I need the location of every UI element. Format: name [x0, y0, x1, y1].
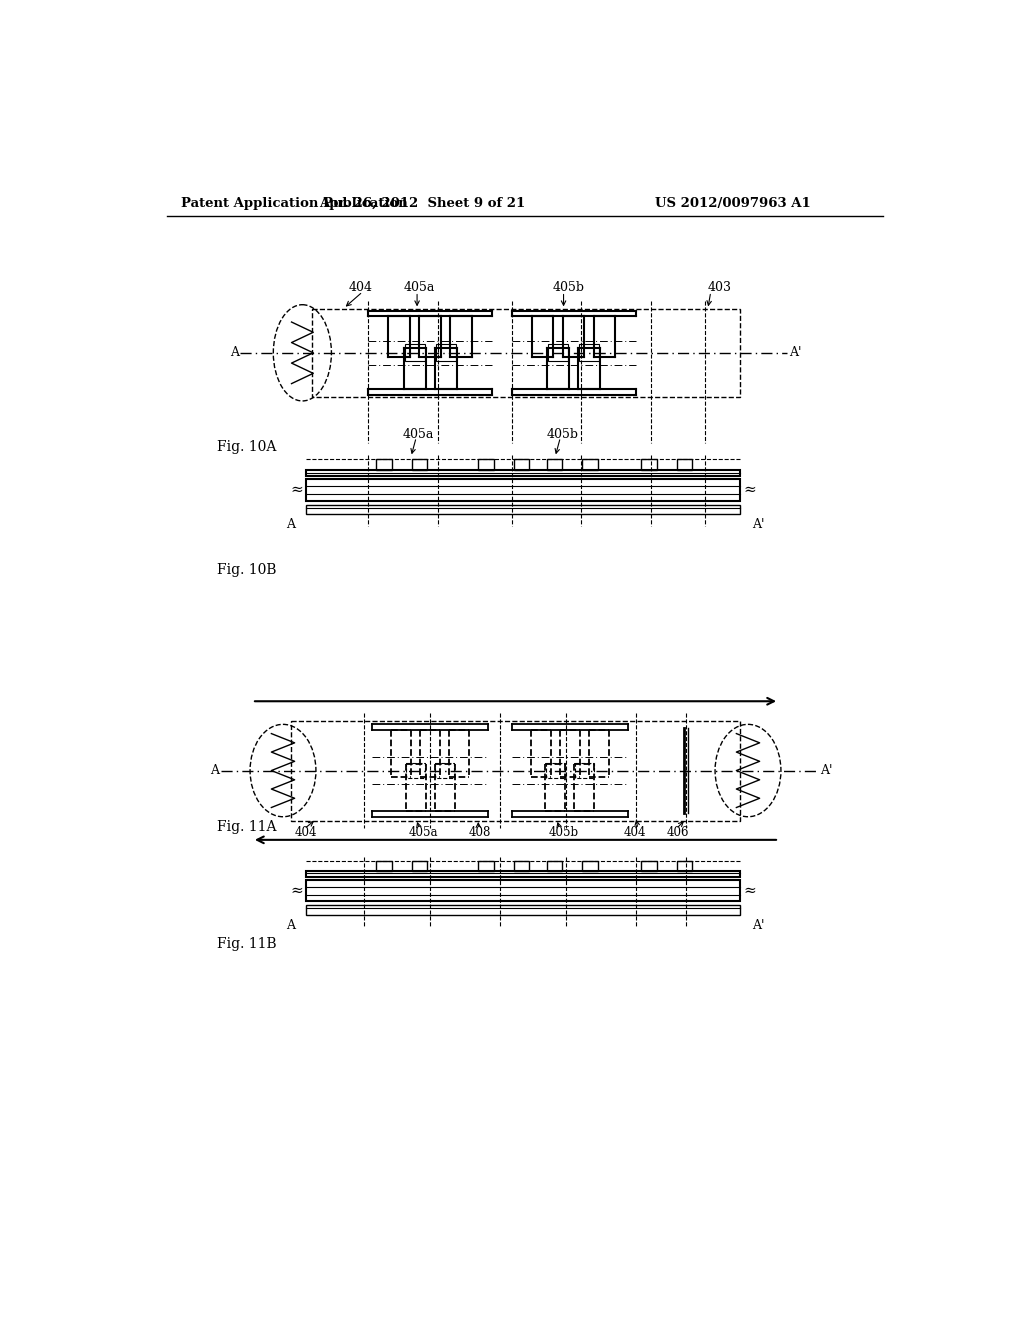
Bar	[677, 861, 692, 871]
Text: 405b: 405b	[547, 428, 579, 441]
Text: 405a: 405a	[402, 428, 434, 441]
Bar	[547, 861, 562, 871]
Bar	[478, 459, 494, 470]
Text: ≈: ≈	[291, 483, 303, 498]
Text: A': A'	[752, 519, 764, 532]
Bar	[547, 459, 562, 470]
Bar	[677, 459, 692, 470]
Text: 404: 404	[349, 281, 373, 294]
Bar	[306, 470, 740, 477]
Bar	[514, 459, 529, 470]
Bar	[291, 721, 740, 821]
Bar	[641, 861, 656, 871]
Text: 408: 408	[469, 825, 492, 838]
Text: A: A	[229, 346, 239, 359]
Bar	[641, 459, 656, 470]
Text: 406: 406	[667, 825, 689, 838]
Bar	[376, 459, 391, 470]
Bar	[376, 861, 391, 871]
Text: Fig. 10A: Fig. 10A	[217, 440, 276, 454]
Bar	[306, 871, 740, 876]
Bar	[579, 345, 599, 362]
Text: Fig. 11A: Fig. 11A	[217, 820, 276, 834]
Bar	[306, 479, 740, 502]
Bar	[514, 861, 529, 871]
Text: Fig. 11B: Fig. 11B	[217, 937, 276, 950]
Bar	[583, 861, 598, 871]
Text: 404: 404	[295, 825, 317, 838]
Bar	[412, 861, 427, 871]
Bar	[306, 906, 740, 915]
Text: Patent Application Publication: Patent Application Publication	[180, 197, 408, 210]
Text: A: A	[286, 919, 295, 932]
Text: A: A	[286, 519, 295, 532]
Bar	[435, 345, 456, 362]
Bar	[583, 459, 598, 470]
Bar	[407, 763, 425, 779]
Bar	[546, 763, 564, 779]
Text: ≈: ≈	[743, 483, 756, 498]
Bar	[478, 861, 494, 871]
Text: A': A'	[790, 346, 802, 359]
Text: A: A	[210, 764, 219, 777]
Text: 405a: 405a	[403, 281, 434, 294]
Bar	[404, 345, 425, 362]
Text: 405b: 405b	[553, 281, 585, 294]
Text: Fig. 10B: Fig. 10B	[217, 564, 276, 577]
Bar	[412, 459, 427, 470]
Bar	[312, 309, 740, 397]
Bar	[575, 763, 594, 779]
Bar	[306, 880, 740, 902]
Text: A': A'	[752, 919, 764, 932]
Bar	[548, 345, 568, 362]
Bar	[306, 506, 740, 515]
Text: US 2012/0097963 A1: US 2012/0097963 A1	[655, 197, 811, 210]
Text: A': A'	[820, 764, 833, 777]
Text: 405b: 405b	[549, 825, 579, 838]
Text: 404: 404	[624, 825, 646, 838]
Text: 405a: 405a	[409, 825, 438, 838]
Text: 403: 403	[708, 281, 732, 294]
Text: Apr. 26, 2012  Sheet 9 of 21: Apr. 26, 2012 Sheet 9 of 21	[319, 197, 525, 210]
Text: ≈: ≈	[743, 883, 756, 898]
Bar	[435, 763, 454, 779]
Text: ≈: ≈	[291, 883, 303, 898]
